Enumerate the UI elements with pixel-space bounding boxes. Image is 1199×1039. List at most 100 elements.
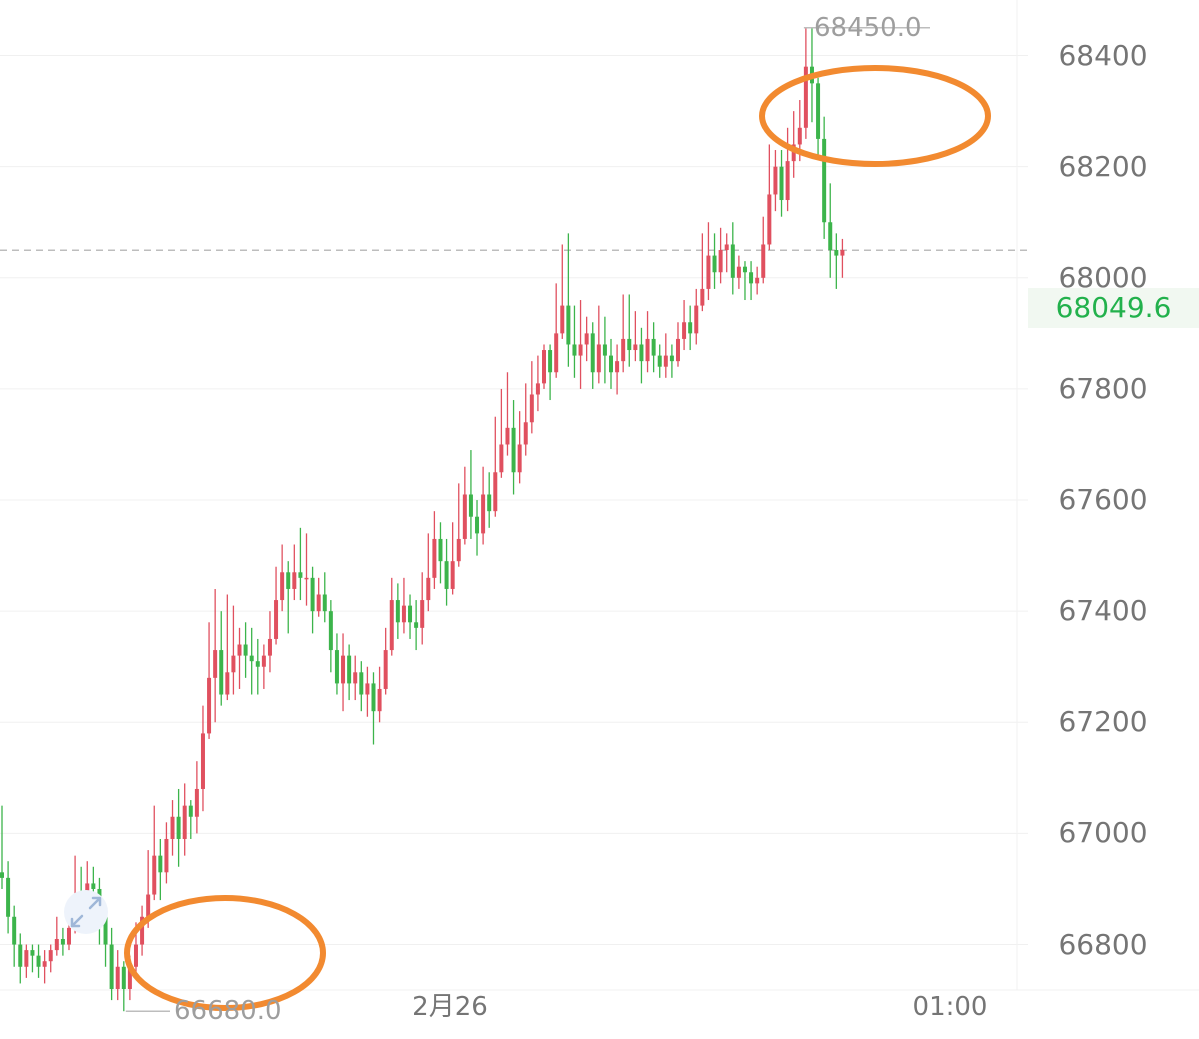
candle-body — [127, 966, 132, 989]
candle-body — [133, 944, 138, 967]
candle-body — [450, 561, 455, 589]
current-price-label: 68049.6 — [1055, 291, 1172, 324]
candle-body — [66, 927, 71, 945]
candle-body — [621, 338, 626, 362]
candle-body — [535, 383, 540, 395]
candle-body — [761, 244, 766, 278]
y-tick-label: 67400 — [1058, 594, 1148, 628]
candle-body — [816, 83, 821, 139]
y-tick-label: 68200 — [1058, 149, 1148, 183]
candle-body — [0, 872, 4, 878]
candle-body — [487, 494, 492, 512]
candle-body — [286, 572, 291, 589]
candle-body — [462, 494, 467, 539]
candle-body — [548, 350, 553, 373]
candle-body — [657, 355, 662, 367]
expand-icon[interactable] — [64, 890, 108, 934]
y-tick-label: 68400 — [1058, 38, 1148, 72]
candle-body — [140, 916, 145, 945]
candle-body — [651, 338, 656, 356]
x-tick-label: 01:00 — [912, 992, 988, 1022]
candle-body — [706, 255, 711, 289]
candle-body — [773, 166, 778, 195]
candle-body — [298, 572, 303, 578]
candle-body — [36, 955, 41, 967]
candle-body — [158, 855, 163, 873]
candle-body — [18, 944, 23, 967]
candle-body — [797, 127, 802, 145]
candle-body — [742, 266, 747, 273]
candle-body — [675, 338, 680, 362]
candle-body — [200, 733, 205, 789]
candle-body — [432, 538, 437, 578]
candle-body — [408, 605, 413, 623]
candle-body — [243, 644, 248, 656]
candle-body — [371, 683, 376, 712]
candle-body — [523, 422, 528, 445]
low-price-label: 66680.0 — [174, 996, 282, 1027]
candle-body — [468, 494, 473, 517]
x-tick-label: 2月26 — [412, 992, 488, 1022]
candle-body — [736, 266, 741, 278]
candle-body — [152, 855, 157, 895]
candle-body — [572, 344, 577, 356]
candle-body — [91, 883, 96, 889]
candle-body — [109, 944, 114, 989]
candle-body — [669, 355, 674, 362]
candle-body — [724, 244, 729, 251]
candle-body — [834, 250, 839, 256]
candle-body — [420, 600, 425, 628]
candle-body — [438, 538, 443, 562]
y-tick-label: 67000 — [1058, 816, 1148, 850]
candle-body — [395, 600, 400, 623]
candle-body — [341, 655, 346, 684]
candle-body — [267, 638, 272, 656]
candle-body — [493, 472, 498, 512]
candle-body — [566, 305, 571, 345]
high-price-label: 68450.0 — [814, 12, 922, 43]
candle-body — [219, 650, 224, 695]
candle-body — [316, 594, 321, 612]
candle-body — [54, 938, 59, 951]
candle-body — [822, 138, 827, 223]
high-annotation-circle — [759, 65, 991, 167]
y-tick-label: 67600 — [1058, 483, 1148, 517]
candle-body — [115, 966, 120, 989]
candle-body — [584, 333, 589, 345]
candle-body — [578, 344, 583, 356]
candle-body — [365, 683, 370, 695]
candle-body — [499, 444, 504, 473]
candle-body — [560, 305, 565, 334]
candle-body — [645, 338, 650, 362]
candle-body — [639, 344, 644, 362]
candlestick-series — [0, 27, 845, 1012]
candle-body — [103, 916, 108, 945]
candle-body — [633, 344, 638, 351]
candle-body — [609, 355, 613, 373]
candle-body — [261, 655, 266, 667]
candle-body — [383, 650, 388, 689]
candle-body — [694, 305, 699, 334]
low-annotation-circle — [124, 895, 326, 1011]
candle-body — [529, 394, 534, 423]
candle-body — [554, 333, 559, 373]
candle-body — [188, 805, 193, 817]
candle-body — [146, 894, 151, 917]
y-tick-label: 66800 — [1058, 927, 1148, 961]
candle-body — [164, 838, 169, 873]
candle-body — [615, 361, 620, 373]
y-tick-label: 67800 — [1058, 371, 1148, 405]
candle-body — [749, 272, 754, 284]
y-tick-label: 67200 — [1058, 705, 1148, 739]
grid-lines — [0, 55, 1028, 946]
candle-body — [194, 788, 199, 817]
candle-body — [596, 344, 601, 373]
candle-body — [481, 494, 486, 534]
candle-body — [359, 672, 364, 695]
candle-body — [292, 572, 297, 589]
candle-body — [121, 966, 126, 989]
candle-body — [213, 650, 218, 678]
candle-body — [322, 594, 327, 612]
candle-body — [48, 950, 53, 962]
